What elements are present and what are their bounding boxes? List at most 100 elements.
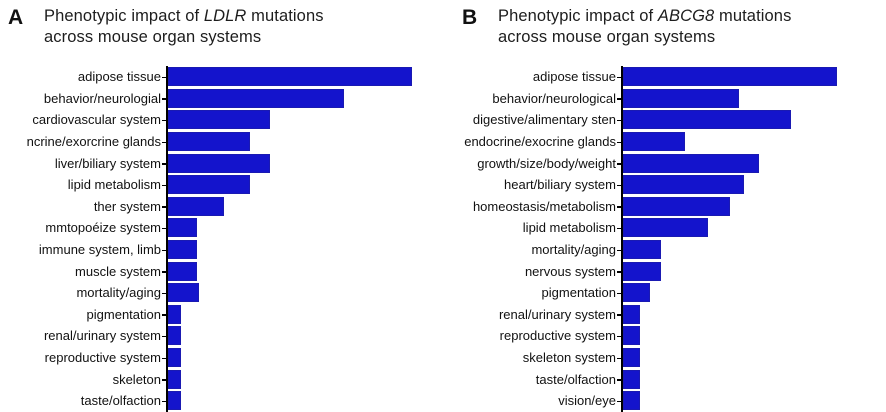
bar xyxy=(168,283,199,303)
bar-chart-ldlr: adipose tissue behavior/neurologial cardio… xyxy=(0,66,445,412)
category-label: lipid metabolism xyxy=(522,220,616,236)
chart-row: endocrine/exocrine glands xyxy=(445,130,886,153)
category-label: homeostasis/metabolism xyxy=(472,198,616,214)
category-label: behavior/neurological xyxy=(492,90,616,106)
chart-row: mortality/aging xyxy=(445,238,886,261)
bar xyxy=(168,304,181,324)
bar xyxy=(168,175,250,195)
plot-area xyxy=(162,109,445,131)
panel-a: A Phenotypic impact of LDLR mutations ac… xyxy=(0,6,445,412)
panel-b-header: B Phenotypic impact of ABCG8 mutations a… xyxy=(445,0,886,49)
plot-area xyxy=(162,195,445,218)
category-label: pigmentation xyxy=(541,285,616,301)
category-label: taste/olfaction xyxy=(80,393,161,409)
category-label: reproductive system xyxy=(499,328,616,344)
bar xyxy=(623,196,730,216)
bar xyxy=(168,153,270,173)
chart-row: immune system, limb xyxy=(0,238,445,261)
chart-row: skeleton xyxy=(0,368,445,390)
gene-name-ldlr: LDLR xyxy=(203,7,247,25)
category-label: renal/urinary system xyxy=(498,306,616,322)
category-label: mortality/aging xyxy=(76,285,161,301)
plot-area xyxy=(617,66,886,88)
bar xyxy=(168,261,197,281)
plot-area xyxy=(162,87,445,110)
chart-row: renal/urinary system xyxy=(0,325,445,347)
category-label: endocrine/exocrine glands xyxy=(464,134,616,150)
bar xyxy=(623,304,640,324)
chart-row: behavior/neurologial xyxy=(0,87,445,110)
bar xyxy=(168,196,224,216)
category-label: renal/urinary system xyxy=(43,328,161,344)
bar xyxy=(623,67,837,87)
bar xyxy=(623,369,640,389)
plot-area xyxy=(617,281,886,304)
plot-area xyxy=(162,260,445,282)
bar xyxy=(168,369,181,389)
bar xyxy=(623,132,685,152)
chart-row: ncrine/exorcrine glands xyxy=(0,130,445,153)
chart-row: homeostasis/metabolism xyxy=(445,195,886,218)
plot-area xyxy=(162,217,445,239)
category-label: mmtopoéize system xyxy=(45,220,161,236)
title-prefix: Phenotypic impact of xyxy=(498,7,658,25)
plot-area xyxy=(617,173,886,196)
bar xyxy=(168,132,250,152)
bar xyxy=(623,326,640,346)
category-label: mortality/aging xyxy=(531,242,616,258)
panel-letter-b: B xyxy=(462,6,478,29)
category-label: growth/size/body/weight xyxy=(477,155,616,171)
category-label: skeleton xyxy=(112,371,161,387)
category-label: skeleton system xyxy=(522,350,616,366)
plot-area xyxy=(617,303,886,326)
plot-area xyxy=(162,281,445,304)
panel-letter-a: A xyxy=(8,6,24,29)
chart-row: ther system xyxy=(0,195,445,218)
title-suffix: mutations xyxy=(714,7,792,25)
category-label: digestive/alimentary sten xyxy=(472,112,616,128)
title-suffix: mutations xyxy=(246,7,324,25)
bar xyxy=(168,240,197,260)
chart-row: cardiovascular system xyxy=(0,109,445,131)
chart-row: behavior/neurological xyxy=(445,87,886,110)
bar xyxy=(623,261,661,281)
bar xyxy=(168,218,197,238)
category-label: ther system xyxy=(93,198,161,214)
plot-area xyxy=(162,325,445,347)
chart-row: nervous system xyxy=(445,260,886,282)
category-label: lipid metabolism xyxy=(67,177,161,193)
chart-row: lipid metabolism xyxy=(0,173,445,196)
plot-area xyxy=(617,238,886,261)
plot-area xyxy=(617,260,886,282)
plot-area xyxy=(162,173,445,196)
bar xyxy=(623,88,739,108)
chart-row: renal/urinary system xyxy=(445,303,886,326)
bar xyxy=(623,283,650,303)
chart-row: heart/biliary system xyxy=(445,173,886,196)
chart-row: mortality/aging xyxy=(0,281,445,304)
bar xyxy=(623,153,759,173)
plot-area xyxy=(617,217,886,239)
category-label: adipose tissue xyxy=(77,69,161,85)
category-label: reproductive system xyxy=(44,350,161,366)
chart-row: reproductive system xyxy=(445,325,886,347)
bar-chart-abcg8: adipose tissue behavior/neurological diges… xyxy=(445,66,886,412)
bar xyxy=(168,348,181,368)
category-label: liver/biliary system xyxy=(54,155,161,171)
category-label: cardiovascular system xyxy=(32,112,161,128)
plot-area xyxy=(617,195,886,218)
bar xyxy=(168,88,344,108)
bar xyxy=(168,110,270,130)
plot-area xyxy=(162,303,445,326)
bar xyxy=(168,67,412,87)
plot-area xyxy=(617,389,886,412)
category-label: immune system, limb xyxy=(38,242,161,258)
bar xyxy=(623,391,640,411)
chart-row: reproductive system xyxy=(0,346,445,369)
chart-row: pigmentation xyxy=(0,303,445,326)
bar xyxy=(623,348,640,368)
plot-area xyxy=(162,346,445,369)
chart-row: digestive/alimentary sten xyxy=(445,109,886,131)
bar xyxy=(623,110,791,130)
